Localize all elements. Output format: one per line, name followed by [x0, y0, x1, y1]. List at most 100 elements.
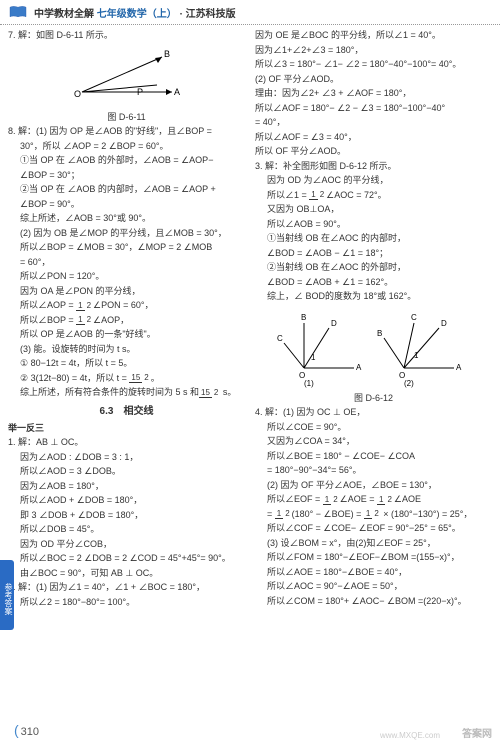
text-line: 所以∠AOF = 180°− ∠2 − ∠3 = 180°−100°−40° — [255, 102, 492, 116]
text-line: 综上所述，所有符合条件的旋转时间为 5 s 和152 s。 — [8, 386, 245, 400]
text-line: 综上，∠ BOD的度数为 18°或 162°。 — [255, 290, 492, 304]
fig1-label: 图 D-6-11 — [8, 111, 245, 125]
svg-text:A: A — [174, 87, 180, 97]
text-line: (3) 能。设旋转的时间为 t s。 — [8, 343, 245, 357]
svg-text:1: 1 — [414, 351, 419, 360]
text-line: ② 3(12t−80) = 4t，所以 t = 152。 — [8, 372, 245, 386]
main-content: 7. 解：如图 D-6-11 所示。 O A B P 图 D-6-11 8. 解… — [0, 25, 500, 610]
svg-text:D: D — [441, 319, 447, 328]
text-line: 所以∠AOF = ∠3 = 40°， — [255, 131, 492, 145]
text-line: = 12(180° − ∠BOE) = 12 × (180°−130°) = 2… — [255, 508, 492, 522]
text-line: = 40°， — [255, 116, 492, 130]
text-line: 所以 OF 平分∠AOD。 — [255, 145, 492, 159]
watermark-url: www.MXQE.com — [380, 731, 440, 740]
text-line: 理由：因为∠2+ ∠3 + ∠AOF = 180°， — [255, 87, 492, 101]
text-line: 所以∠1 = 12∠AOC = 72°。 — [255, 189, 492, 203]
text-line: 因为∠AOB = 180°， — [8, 480, 245, 494]
book-logo-icon — [8, 4, 28, 20]
text-line: (2) OF 平分∠AOD。 — [255, 73, 492, 87]
watermark-text: 答案网 — [462, 725, 492, 740]
q7-heading: 7. 解：如图 D-6-11 所示。 — [8, 29, 245, 43]
header-part2: 七年级数学（上） — [97, 9, 177, 20]
header-part1: 中学教材全解 — [34, 9, 94, 20]
left-column: 7. 解：如图 D-6-11 所示。 O A B P 图 D-6-11 8. 解… — [8, 29, 245, 610]
text-line: = 180°−90°−34°= 56°。 — [255, 464, 492, 478]
svg-text:P: P — [137, 87, 143, 97]
text-line: 所以∠COF = ∠COE− ∠EOF = 90°−25° = 65°。 — [255, 522, 492, 536]
page-number: 310 — [14, 722, 39, 738]
header-part3: · 江苏科技版 — [180, 9, 236, 20]
svg-text:C: C — [277, 334, 283, 343]
text-line: 所以∠AOC = 90°−∠AOE = 50°， — [255, 580, 492, 594]
text-line: 30°，所以 ∠AOP = 2 ∠BOP = 60°。 — [8, 140, 245, 154]
svg-text:1: 1 — [311, 353, 316, 362]
text-line: (2) 因为 OF 平分∠AOE，∠BOE = 130°， — [255, 479, 492, 493]
text-line: (3) 设∠BOM = x°，由(2)知∠EOF = 25°， — [255, 537, 492, 551]
text-line: 所以∠COE = 90°。 — [255, 421, 492, 435]
text-line: 所以∠AOD = 3 ∠DOB。 — [8, 465, 245, 479]
text-line: 所以∠3 = 180°− ∠1− ∠2 = 180°−40°−100°= 40°… — [255, 58, 492, 72]
text-line: ∠BOD = ∠AOB − ∠1 = 18°； — [255, 247, 492, 261]
text-line: 所以∠COM = 180°+ ∠AOC− ∠BOM =(220−x)°。 — [255, 595, 492, 609]
svg-text:(2): (2) — [404, 379, 414, 388]
text-line: 所以∠EOF = 12∠AOE = 12∠AOE — [255, 493, 492, 507]
text-line: (2) 因为 OB 是∠MOP 的平分线，且∠MOB = 30°， — [8, 227, 245, 241]
text-line: 因为 OD 平分∠COB， — [8, 538, 245, 552]
text-line: 因为∠1+∠2+∠3 = 180°， — [255, 44, 492, 58]
fig2-label: 图 D-6-12 — [255, 392, 492, 406]
text-line: 所以∠BOC = 2 ∠DOB = 2 ∠COD = 45°+45°= 90°。 — [8, 552, 245, 566]
text-line: 所以∠PON = 120°。 — [8, 270, 245, 284]
svg-text:B: B — [301, 313, 306, 322]
text-line: 所以∠2 = 180°−80°= 100°。 — [8, 596, 245, 610]
side-tab: 参考答案 — [0, 560, 14, 630]
text-line: 综上所述，∠AOB = 30°或 90°。 — [8, 212, 245, 226]
text-line: = 60°， — [8, 256, 245, 270]
text-line: 所以∠BOP = 12∠AOP， — [8, 314, 245, 328]
text-line: 因为 OA 是∠PON 的平分线， — [8, 285, 245, 299]
text-line: 2. 解：(1) 因为∠1 = 40°，∠1 + ∠BOC = 180°， — [8, 581, 245, 595]
text-line: 所以∠AOP = 12∠PON = 60°， — [8, 299, 245, 313]
text-line: ②当射线 OB 在∠AOC 的外部时， — [255, 261, 492, 275]
svg-text:B: B — [377, 329, 382, 338]
text-line: ① 80−12t = 4t，所以 t = 5。 — [8, 357, 245, 371]
text-line: 所以∠DOB = 45°。 — [8, 523, 245, 537]
svg-text:B: B — [164, 49, 170, 59]
header-title: 中学教材全解 七年级数学（上） · 江苏科技版 — [34, 5, 236, 20]
text-line: 由∠BOC = 90°，可知 AB ⊥ OC。 — [8, 567, 245, 581]
text-line: 1. 解：AB ⊥ OC。 — [8, 436, 245, 450]
svg-text:A: A — [456, 363, 462, 372]
text-line: 即 3 ∠DOB + ∠DOB = 180°， — [8, 509, 245, 523]
text-line: 所以∠AOD + ∠DOB = 180°， — [8, 494, 245, 508]
page-header: 中学教材全解 七年级数学（上） · 江苏科技版 — [0, 0, 500, 25]
text-line: 所以∠AOE = 180°−∠BOE = 40°， — [255, 566, 492, 580]
text-line: ∠BOP = 30°； — [8, 169, 245, 183]
text-line: 又因为 OB⊥OA， — [255, 203, 492, 217]
figure-d-6-11: O A B P — [62, 47, 192, 107]
text-line: ①当射线 OB 在∠AOC 的内部时， — [255, 232, 492, 246]
text-line: 所以∠BOE = 180° − ∠COE− ∠COA — [255, 450, 492, 464]
right-column: 因为 OE 是∠BOC 的平分线，所以∠1 = 40°。 因为∠1+∠2+∠3 … — [255, 29, 492, 610]
svg-text:D: D — [331, 319, 337, 328]
text-line: 3. 解：补全图形如图 D-6-12 所示。 — [255, 160, 492, 174]
text-line: 所以∠BOP = ∠MOB = 30°，∠MOP = 2 ∠MOB — [8, 241, 245, 255]
text-line: 所以∠AOB = 90°。 — [255, 218, 492, 232]
text-line: ②当 OP 在 ∠AOB 的内部时，∠AOB = ∠AOP + — [8, 183, 245, 197]
text-line: ∠BOP = 90°。 — [8, 198, 245, 212]
text-line: 因为 OD 为∠AOC 的平分线， — [255, 174, 492, 188]
text-line: 因为 OE 是∠BOC 的平分线，所以∠1 = 40°。 — [255, 29, 492, 43]
text-line: 又因为∠COA = 34°， — [255, 435, 492, 449]
text-line: 4. 解：(1) 因为 OC ⊥ OE， — [255, 406, 492, 420]
text-line: ∠BOD = ∠AOB + ∠1 = 162°。 — [255, 276, 492, 290]
section-title: 6.3 相交线 — [8, 404, 245, 419]
svg-text:(1): (1) — [304, 379, 314, 388]
svg-text:A: A — [356, 363, 362, 372]
text-line: 所以 OP 是∠AOB 的一条"好线"。 — [8, 328, 245, 342]
text-line: 8. 解：(1) 因为 OP 是∠AOB 的"好线"，且∠BOP = — [8, 125, 245, 139]
figure-d-6-12: O A B C D 1 (1) O A B D C 1 (2) — [274, 308, 474, 388]
svg-text:O: O — [74, 89, 81, 99]
text-line: 因为∠AOD : ∠DOB = 3 : 1， — [8, 451, 245, 465]
sub-title: 举一反三 — [8, 422, 245, 436]
text-line: 所以∠FOM = 180°−∠EOF−∠BOM =(155−x)°， — [255, 551, 492, 565]
svg-text:C: C — [411, 313, 417, 322]
text-line: ①当 OP 在 ∠AOB 的外部时，∠AOB = ∠AOP− — [8, 154, 245, 168]
